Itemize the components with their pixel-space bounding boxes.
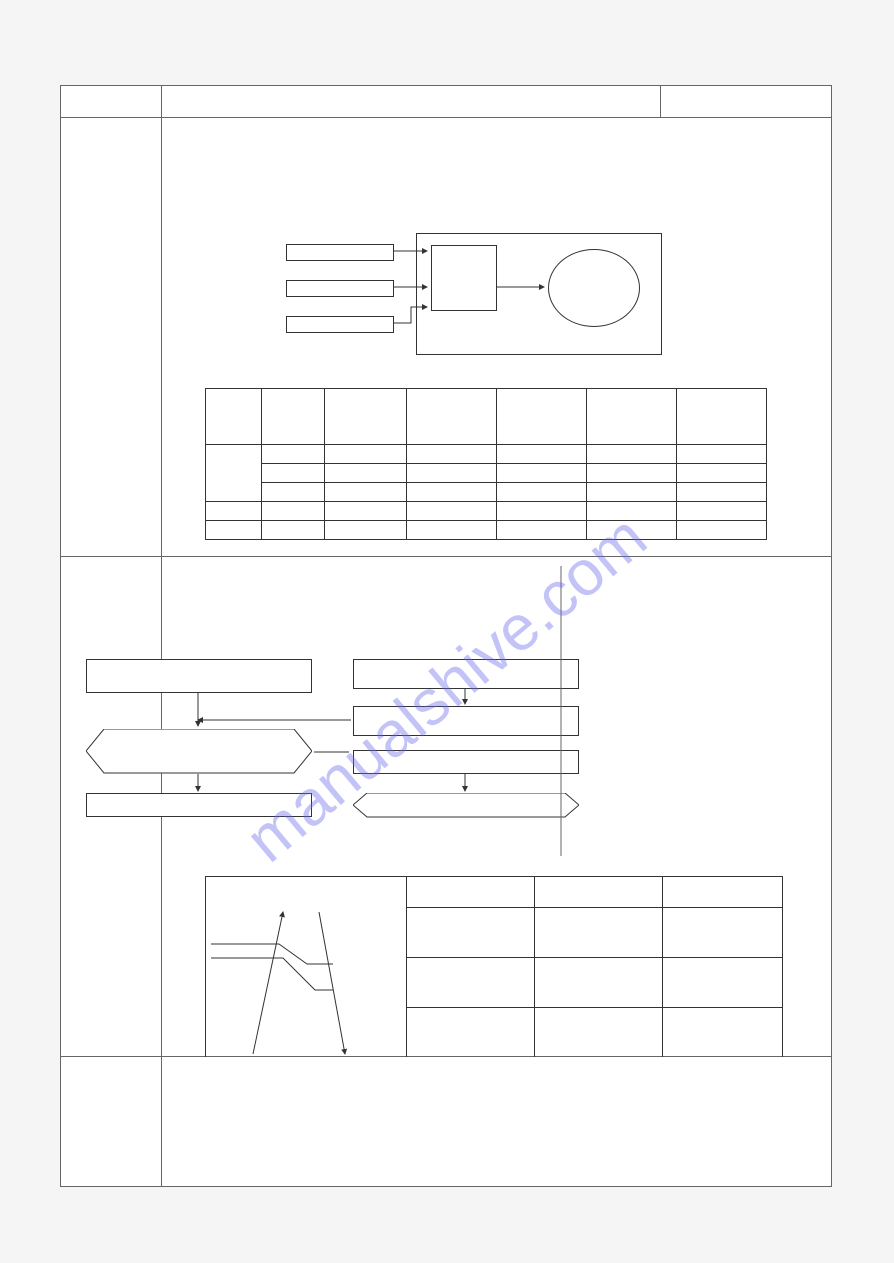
inset-chart	[61, 86, 831, 1186]
page-frame	[60, 85, 832, 1187]
